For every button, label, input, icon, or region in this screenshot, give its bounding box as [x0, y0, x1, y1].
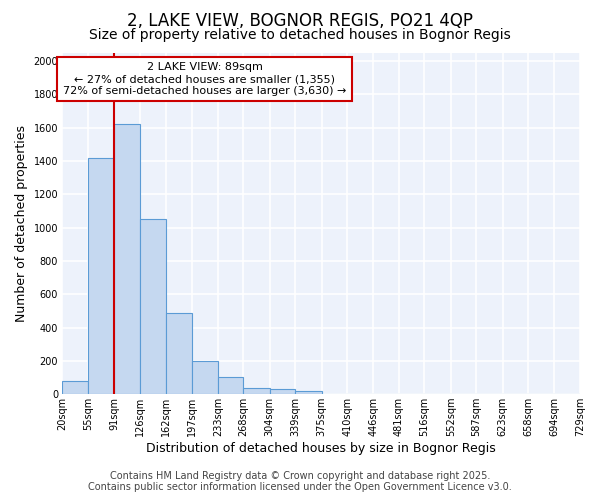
X-axis label: Distribution of detached houses by size in Bognor Regis: Distribution of detached houses by size … [146, 442, 496, 455]
Bar [88, 158, 114, 394]
Bar [140, 219, 166, 394]
Text: Size of property relative to detached houses in Bognor Regis: Size of property relative to detached ho… [89, 28, 511, 42]
Bar [295, 391, 322, 394]
Bar [114, 124, 140, 394]
Bar [191, 361, 218, 394]
Text: 2 LAKE VIEW: 89sqm
← 27% of detached houses are smaller (1,355)
72% of semi-deta: 2 LAKE VIEW: 89sqm ← 27% of detached hou… [63, 62, 346, 96]
Text: Contains HM Land Registry data © Crown copyright and database right 2025.
Contai: Contains HM Land Registry data © Crown c… [88, 471, 512, 492]
Bar [244, 388, 270, 394]
Text: 2, LAKE VIEW, BOGNOR REGIS, PO21 4QP: 2, LAKE VIEW, BOGNOR REGIS, PO21 4QP [127, 12, 473, 30]
Bar [166, 312, 191, 394]
Bar [270, 389, 295, 394]
Bar [218, 376, 244, 394]
Y-axis label: Number of detached properties: Number of detached properties [15, 125, 28, 322]
Bar [62, 381, 88, 394]
